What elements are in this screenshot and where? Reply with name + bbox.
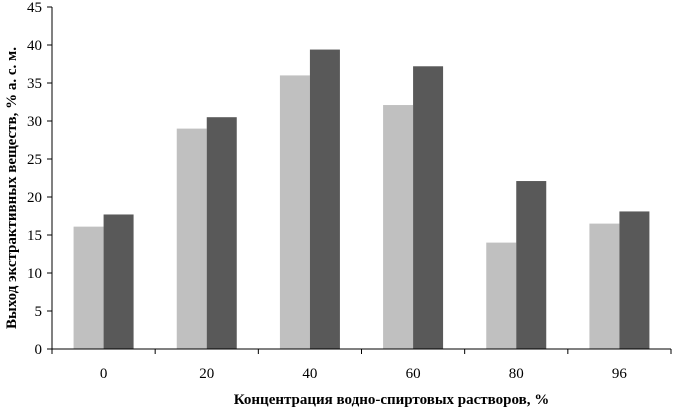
y-tick-label: 30 — [27, 114, 42, 130]
axes-group — [51, 7, 671, 350]
bar-series-2 — [413, 66, 444, 349]
bar-series-1 — [73, 226, 104, 349]
bar-series-1 — [279, 75, 310, 350]
x-tick-label: 96 — [612, 366, 628, 382]
y-tick-label: 10 — [27, 266, 42, 282]
bar-series-1 — [589, 223, 620, 349]
x-tick-label: 20 — [199, 366, 214, 382]
bars-group — [73, 49, 650, 350]
x-axis-title: Концентрация водно-спиртовых растворов, … — [234, 392, 549, 408]
bar-series-2 — [206, 117, 237, 349]
bar-series-2 — [309, 49, 340, 350]
bar-series-2 — [619, 211, 650, 349]
y-tick-label: 40 — [27, 38, 42, 54]
y-axis-title: Выход экстрактивных веществ, % а. с. м. — [4, 47, 20, 329]
y-tick-label: 15 — [27, 228, 42, 244]
bar-series-1 — [176, 128, 207, 349]
bar-series-1 — [486, 242, 517, 349]
x-ticks-group: 0 20 40 60 80 96 — [51, 349, 672, 382]
y-tick-label: 25 — [27, 152, 42, 168]
bar-series-2 — [103, 214, 134, 349]
x-tick-label: 40 — [302, 366, 317, 382]
y-tick-label: 45 — [27, 0, 42, 16]
bar-series-2 — [516, 181, 547, 349]
bar-series-1 — [383, 105, 414, 349]
y-tick-label: 20 — [27, 190, 42, 206]
x-tick-label: 60 — [406, 366, 421, 382]
y-tick-label: 0 — [35, 342, 43, 358]
y-tick-label: 35 — [27, 76, 42, 92]
y-tick-label: 5 — [35, 304, 43, 320]
x-tick-label: 80 — [509, 366, 524, 382]
y-ticks-group: 0 5 10 15 20 25 30 35 40 45 — [27, 0, 52, 358]
x-tick-label: 0 — [100, 366, 108, 382]
